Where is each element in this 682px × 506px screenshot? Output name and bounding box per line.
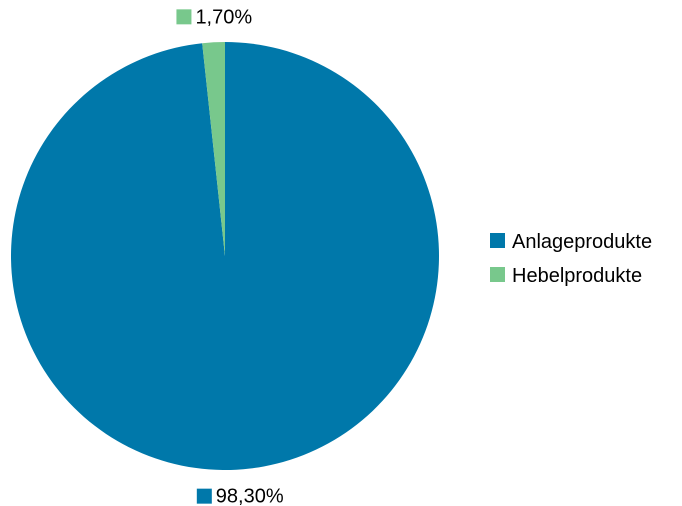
data-labels: 98,30% 1,70% [176, 6, 284, 506]
legend-item-anlageprodukte: Anlageprodukte [490, 231, 652, 253]
data-label-hebelprodukte: 1,70% [176, 6, 252, 28]
legend-swatch [490, 233, 505, 248]
legend-label: Hebelprodukte [512, 265, 642, 287]
data-label-swatch [176, 9, 192, 25]
pie-slices [10, 42, 439, 470]
legend: Anlageprodukte Hebelprodukte [490, 231, 652, 287]
data-label-text: 1,70% [195, 6, 252, 28]
legend-item-hebelprodukte: Hebelprodukte [490, 265, 642, 287]
legend-label: Anlageprodukte [512, 231, 652, 253]
data-label-text: 98,30% [216, 486, 284, 506]
data-label-swatch [196, 488, 212, 504]
data-label-anlageprodukte: 98,30% [196, 486, 284, 506]
pie-slice-hebelprodukte [202, 42, 225, 256]
legend-swatch [490, 267, 505, 282]
pie-slice-anlageprodukte [10, 42, 439, 470]
